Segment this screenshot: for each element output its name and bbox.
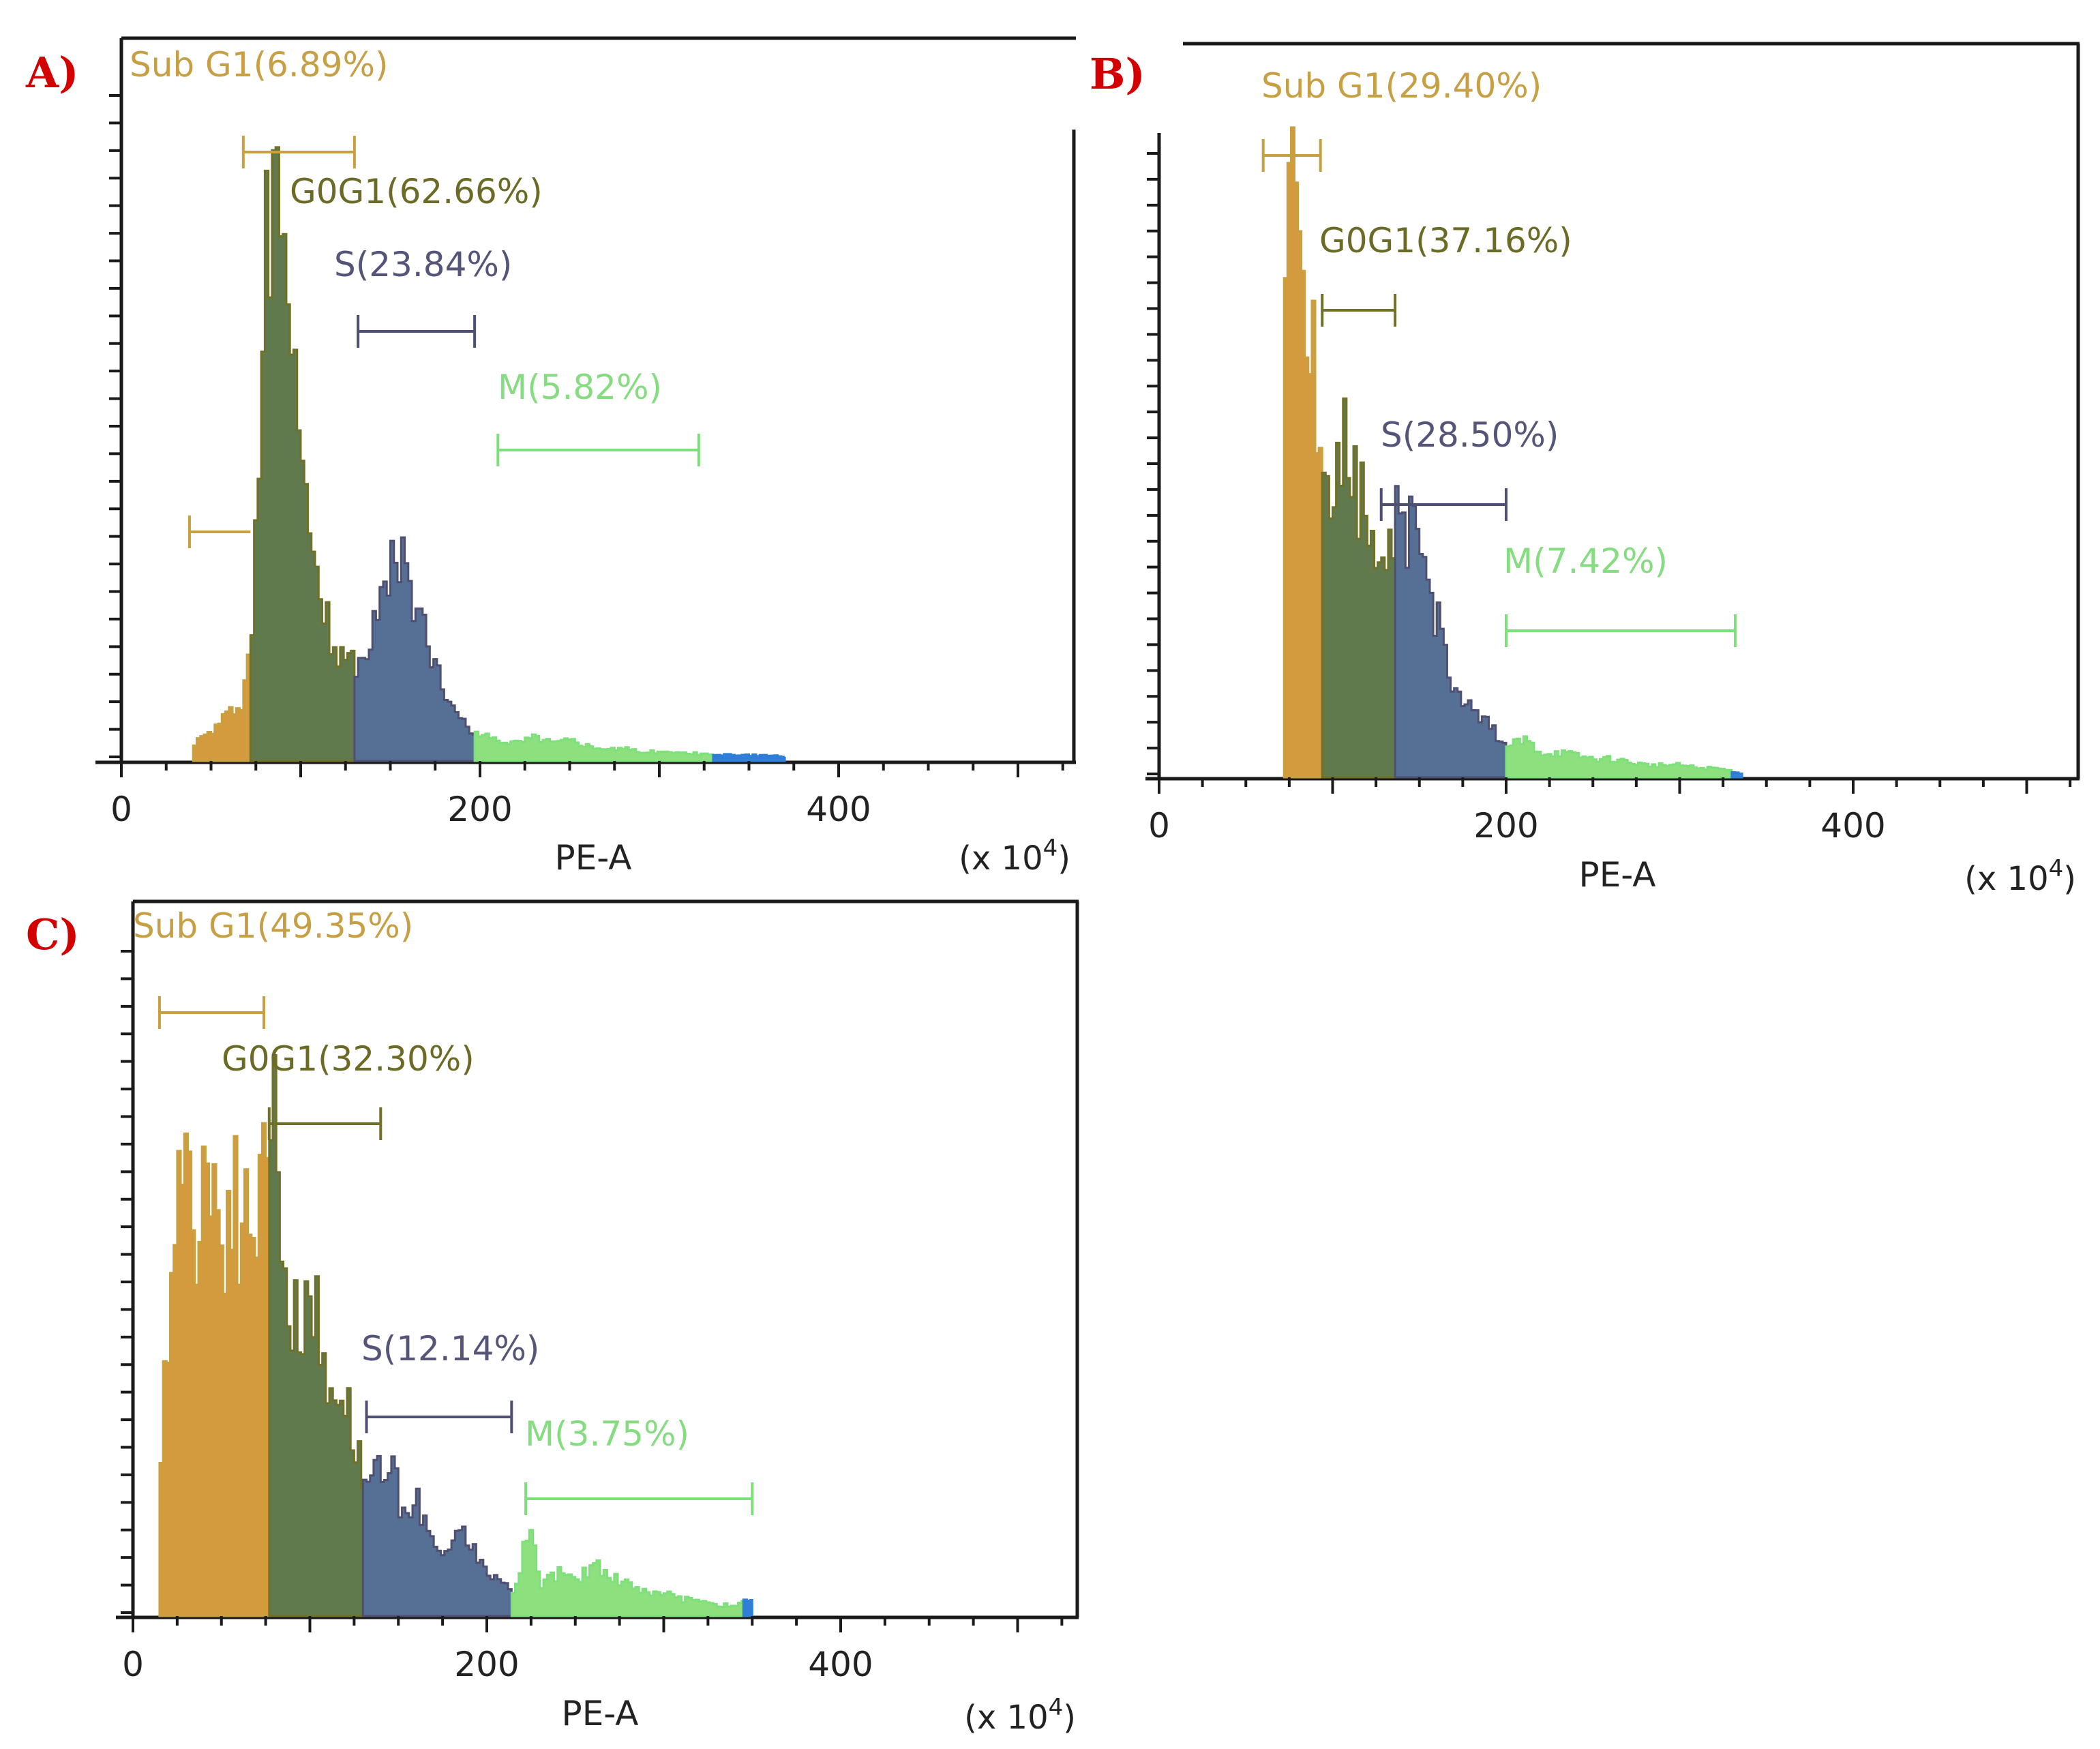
histogram-segment-s <box>361 1454 513 1617</box>
gate-label-s: S(28.50%) <box>1381 415 1559 455</box>
histogram-segment-g0g1 <box>249 146 356 762</box>
histogram-segment-m <box>473 730 715 762</box>
panel-c-gates: Sub G1(49.35%) G0G1(32.30%) S(12.14%) M(3.7… <box>133 906 754 1515</box>
panel-c-y-ticks <box>121 950 133 1614</box>
panel-c-x-ticks: 0 200 400 <box>122 1616 1064 1684</box>
histogram-segment-tail <box>712 753 786 762</box>
panel-c-x-axis-title: PE-A <box>562 1694 639 1733</box>
x-tick-label: 400 <box>808 1645 873 1684</box>
gate-label-m: M(3.75%) <box>525 1414 689 1454</box>
panel-a-x-axis-unit: (x 104) <box>959 835 1070 878</box>
gate-label-subg1: Sub G1(49.35%) <box>133 906 413 946</box>
x-tick-label: 200 <box>1473 806 1538 846</box>
gate-label-m: M(5.82%) <box>498 368 662 407</box>
histogram-segment-subg1 <box>158 1122 271 1617</box>
panel-a: A) Sub G1(6.89%) G0G1(62.66%) S(23.84%) M(5… <box>25 36 1076 878</box>
panel-a-x-axis-title: PE-A <box>555 838 632 878</box>
x-tick-label: 200 <box>447 790 512 829</box>
panel-a-x-ticks: 0 200 400 <box>110 761 1064 829</box>
gate-label-g0g1: G0G1(62.66%) <box>290 172 543 211</box>
panel-b-y-ticks <box>1147 152 1159 775</box>
panel-a-histogram <box>192 146 786 762</box>
panel-b: B) Sub G1(29.40%) G0G1(37.16%) S(28.50%) M(… <box>1090 42 2080 898</box>
histogram-segment-g0g1 <box>268 1053 364 1617</box>
panel-b-histogram <box>1282 126 1743 779</box>
panel-b-gates: Sub G1(29.40%) G0G1(37.16%) S(28.50%) M(7.4… <box>1261 66 1737 647</box>
x-tick-label: 0 <box>1148 806 1170 846</box>
x-tick-label: 0 <box>110 790 132 829</box>
gate-label-subg1: Sub G1(29.40%) <box>1261 66 1542 106</box>
gate-label-s: S(23.84%) <box>334 245 512 284</box>
histogram-segment-s <box>353 536 476 762</box>
panel-a-letter: A) <box>25 48 78 98</box>
gate-label-s: S(12.14%) <box>361 1329 539 1369</box>
panel-c-histogram <box>158 1053 753 1617</box>
gate-label-g0g1: G0G1(37.16%) <box>1319 221 1572 260</box>
histogram-segment-m <box>510 1529 745 1617</box>
panel-b-x-ticks: 0 200 400 <box>1148 777 2072 846</box>
panel-b-letter: B) <box>1090 49 1145 99</box>
histogram-segment-s <box>1394 485 1508 779</box>
x-tick-label: 400 <box>806 790 871 829</box>
histogram-segment-subg1 <box>1282 126 1323 779</box>
histogram-segment-tail <box>1730 771 1743 779</box>
histogram-segment-m <box>1505 735 1733 779</box>
panel-c-x-axis-unit: (x 104) <box>964 1694 1076 1737</box>
gate-label-m: M(7.42%) <box>1503 541 1668 581</box>
panel-b-x-axis-title: PE-A <box>1579 855 1656 895</box>
panel-c: C) Sub G1(49.35%) G0G1(32.30%) S(12.14%) M(… <box>26 899 1079 1737</box>
x-tick-label: 200 <box>454 1645 519 1684</box>
x-tick-label: 400 <box>1820 806 1885 846</box>
histogram-segment-tail <box>742 1598 753 1617</box>
panel-a-y-ticks <box>109 94 121 758</box>
x-tick-label: 0 <box>122 1645 144 1684</box>
panel-a-gates: Sub G1(6.89%) G0G1(62.66%) S(23.84%) M(5.82… <box>130 45 700 548</box>
histogram-segment-g0g1 <box>1321 397 1396 779</box>
panel-c-letter: C) <box>26 910 80 959</box>
gate-label-g0g1: G0G1(32.30%) <box>222 1039 475 1079</box>
panel-b-x-axis-unit: (x 104) <box>1964 855 2076 898</box>
gate-label-subg1: Sub G1(6.89%) <box>130 45 388 85</box>
histogram-segment-subg1 <box>192 637 252 762</box>
panel-a-frame <box>95 36 1076 764</box>
panel-c-frame <box>116 899 1079 1619</box>
